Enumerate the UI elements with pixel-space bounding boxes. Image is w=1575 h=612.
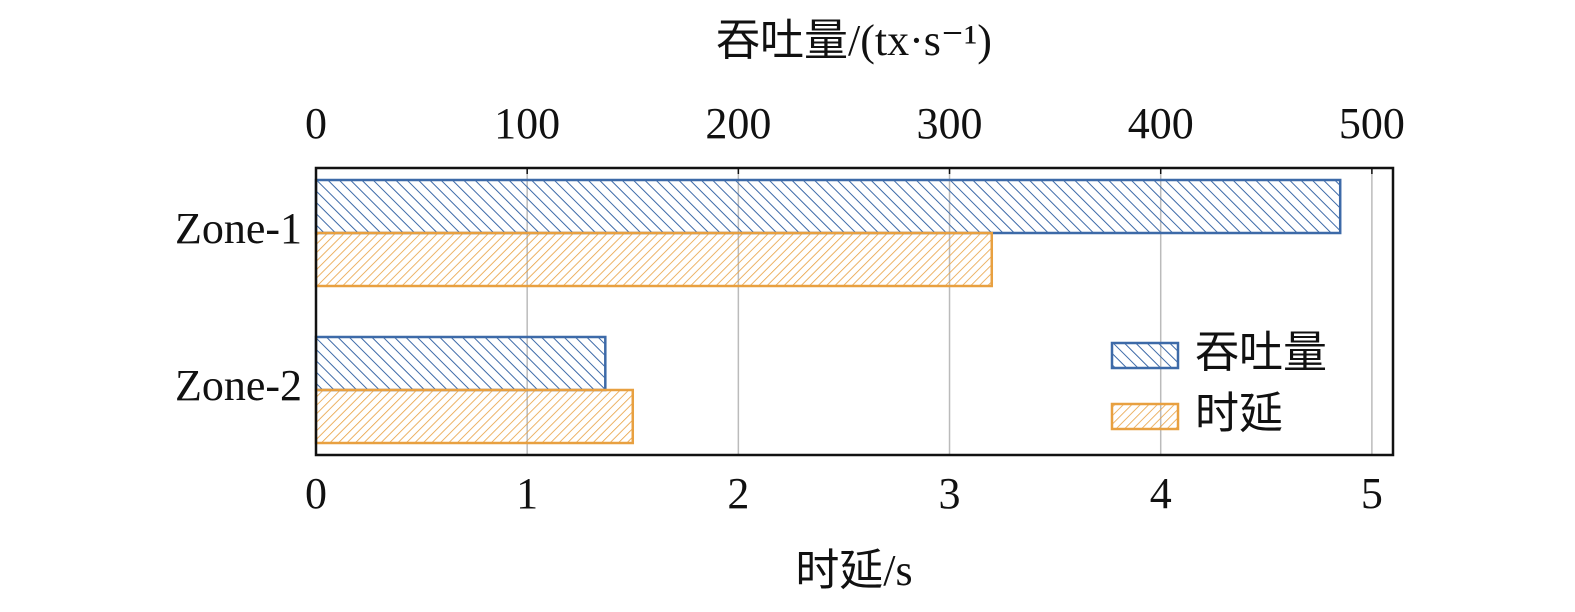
x-tick-label: 2	[727, 469, 749, 518]
bar	[314, 178, 1342, 235]
x2-tick-label: 100	[494, 99, 560, 148]
x-axis-title: 时延/s	[795, 546, 912, 595]
x2-tick-label: 400	[1128, 99, 1194, 148]
x-tick-label: 0	[305, 469, 327, 518]
y-tick-label: Zone-2	[175, 361, 302, 410]
bar	[314, 388, 635, 445]
bar	[314, 231, 994, 288]
x2-axis-title: 吞吐量/(tx·s⁻¹)	[716, 16, 992, 65]
legend-label: 吞吐量	[1195, 328, 1327, 377]
x2-tick-label: 200	[705, 99, 771, 148]
plot-frame	[314, 166, 1395, 457]
x-tick-label: 4	[1150, 469, 1172, 518]
x-tick-label: 3	[939, 469, 961, 518]
x-tick-label: 5	[1361, 469, 1383, 518]
x2-tick-label: 300	[917, 99, 983, 148]
legend-swatch	[1110, 341, 1180, 370]
legend-swatch	[1110, 402, 1180, 431]
legend-label: 时延	[1195, 389, 1283, 438]
x-tick-label: 1	[516, 469, 538, 518]
y-tick-label: Zone-1	[175, 204, 302, 253]
x2-tick-label: 500	[1339, 99, 1405, 148]
x2-tick-label: 0	[305, 99, 327, 148]
bar	[314, 335, 607, 392]
